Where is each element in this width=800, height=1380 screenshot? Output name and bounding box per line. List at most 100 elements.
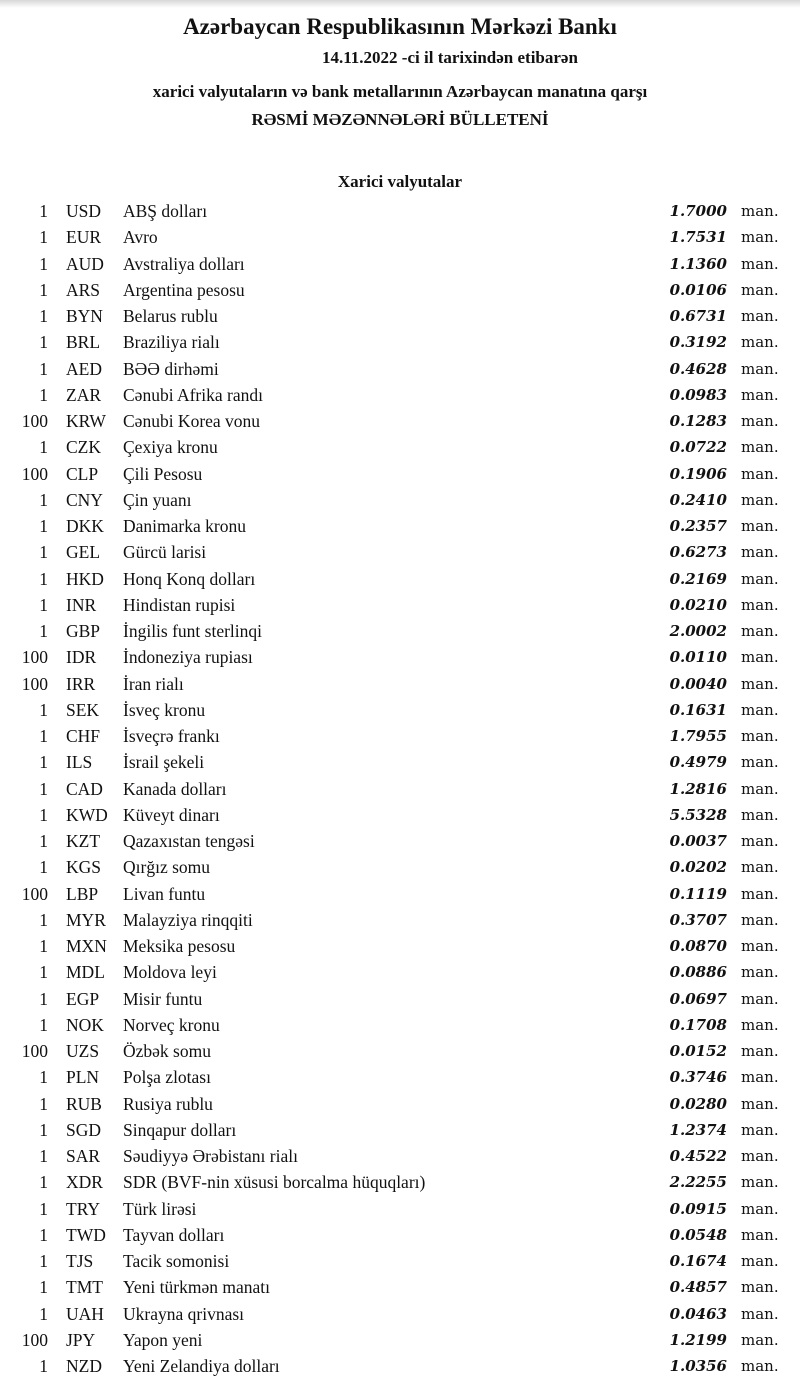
currency-name: İsveçrə frankı xyxy=(123,726,220,746)
currency-name: Çili Pesosu xyxy=(123,463,203,484)
currency-name: İngilis funt sterlinqi xyxy=(123,621,263,641)
unit-label: man. xyxy=(741,805,779,824)
unit-label: man. xyxy=(741,280,779,299)
currency-code: IDR xyxy=(66,647,97,668)
currency-name: Türk lirəsi xyxy=(123,1198,197,1219)
unit-label: man. xyxy=(741,910,779,929)
currency-name: Rusiya rublu xyxy=(123,1093,213,1114)
rate-row: 100 IRR İran rialı 0.0040 man. xyxy=(0,671,800,697)
rate-value: 0.0202 xyxy=(669,858,727,877)
rate-value: 1.2199 xyxy=(669,1330,727,1349)
rate-row: 1 KZT Qazaxıstan tengəsi 0.0037 man. xyxy=(0,828,800,854)
nominal: 1 xyxy=(39,1356,48,1376)
nominal: 1 xyxy=(39,699,48,720)
currency-name: İndoneziya rupiası xyxy=(123,647,253,668)
unit-label: man. xyxy=(741,1068,779,1087)
nominal: 1 xyxy=(39,909,48,930)
rate-row: 1 MYR Malayziya rinqqiti 0.3707 man. xyxy=(0,907,800,933)
currency-code: TMT xyxy=(66,1277,103,1298)
rate-value: 0.0697 xyxy=(669,989,727,1008)
currency-code: SGD xyxy=(66,1119,102,1140)
rate-value: 0.3192 xyxy=(669,333,727,352)
nominal: 1 xyxy=(39,936,48,956)
currency-name: Livan funtu xyxy=(123,883,206,904)
unit-label: man. xyxy=(741,438,779,457)
rate-row: 1 GEL Gürcü larisi 0.6273 man. xyxy=(0,539,800,565)
rate-row: 1 PLN Polşa zlotası 0.3746 man. xyxy=(0,1064,800,1090)
nominal: 1 xyxy=(39,1172,48,1193)
nominal: 1 xyxy=(39,831,48,851)
currency-name: Küveyt dinarı xyxy=(123,804,220,825)
nominal: 1 xyxy=(39,988,48,1009)
rate-value: 0.1119 xyxy=(669,884,727,903)
currency-name: İran rialı xyxy=(123,673,184,694)
rate-row: 1 TWD Tayvan dolları 0.0548 man. xyxy=(0,1222,800,1248)
currency-code: TRY xyxy=(66,1198,101,1219)
nominal: 100 xyxy=(21,1329,48,1350)
nominal: 1 xyxy=(39,1067,48,1088)
rate-row: 100 UZS Özbək somu 0.0152 man. xyxy=(0,1038,800,1064)
rate-row: 1 HKD Honq Konq dolları 0.2169 man. xyxy=(0,566,800,592)
nominal: 1 xyxy=(39,752,48,773)
unit-label: man. xyxy=(741,1278,779,1297)
rate-row: 1 CHF İsveçrə frankı 1.7955 man. xyxy=(0,723,800,749)
currency-code: GBP xyxy=(66,621,101,641)
rate-value: 0.6273 xyxy=(669,543,727,562)
currency-code: ARS xyxy=(66,279,101,300)
nominal: 100 xyxy=(21,883,48,904)
subtitle: xarici valyutaların və bank metallarının… xyxy=(152,82,648,101)
unit-label: man. xyxy=(741,1225,779,1244)
unit-label: man. xyxy=(741,884,779,903)
currency-name: Çin yuanı xyxy=(123,489,192,510)
rate-value: 1.7955 xyxy=(669,727,727,745)
rate-value: 0.0037 xyxy=(669,832,727,850)
nominal: 1 xyxy=(39,1198,48,1219)
nominal: 1 xyxy=(39,857,48,878)
nominal: 1 xyxy=(39,542,48,563)
currency-name: Hindistan rupisi xyxy=(123,594,236,615)
unit-label: man. xyxy=(741,622,779,640)
nominal: 100 xyxy=(21,673,48,694)
unit-label: man. xyxy=(741,595,779,614)
currency-code: IRR xyxy=(66,673,96,694)
unit-label: man. xyxy=(741,727,779,745)
rate-value: 0.2357 xyxy=(669,517,727,535)
currency-code: BYN xyxy=(66,306,103,326)
currency-name: Kanada dolları xyxy=(123,778,227,799)
currency-code: CLP xyxy=(66,463,99,484)
nominal: 1 xyxy=(39,1014,48,1035)
nominal: 100 xyxy=(21,463,48,484)
rate-row: 1 EGP Misir funtu 0.0697 man. xyxy=(0,986,800,1012)
rate-row: 1 UAH Ukrayna qrivnası 0.0463 man. xyxy=(0,1301,800,1327)
rate-value: 0.1283 xyxy=(669,412,727,430)
unit-label: man. xyxy=(741,464,779,483)
unit-label: man. xyxy=(741,674,779,693)
rate-row: 100 JPY Yapon yeni 1.2199 man. xyxy=(0,1327,800,1353)
nominal: 1 xyxy=(39,516,48,536)
currency-code: KRW xyxy=(66,411,106,431)
unit-label: man. xyxy=(741,412,779,430)
currency-name: Tayvan dolları xyxy=(123,1224,225,1245)
nominal: 100 xyxy=(21,647,48,668)
unit-label: man. xyxy=(741,937,779,955)
currency-code: SAR xyxy=(66,1146,101,1166)
unit-label: man. xyxy=(741,858,779,877)
currency-name: Özbək somu xyxy=(123,1041,211,1061)
currency-code: UZS xyxy=(66,1041,100,1061)
nominal: 1 xyxy=(39,1251,48,1271)
rate-row: 1 RUB Rusiya rublu 0.0280 man. xyxy=(0,1091,800,1117)
rate-row: 1 NOK Norveç kronu 0.1708 man. xyxy=(0,1012,800,1038)
unit-label: man. xyxy=(741,963,779,982)
nominal: 1 xyxy=(39,621,48,641)
unit-label: man. xyxy=(741,1199,779,1218)
currency-name: Səudiyyə Ərəbistanı rialı xyxy=(123,1146,298,1166)
rate-value: 0.1631 xyxy=(669,700,727,719)
currency-name: Yapon yeni xyxy=(123,1329,203,1350)
currency-code: CNY xyxy=(66,489,103,510)
unit-label: man. xyxy=(741,1357,779,1375)
rate-row: 1 AED BƏƏ dirhəmi 0.4628 man. xyxy=(0,356,800,382)
rate-row: 1 USD ABŞ dolları 1.7000 man. xyxy=(0,198,800,224)
rate-value: 1.1360 xyxy=(669,254,727,273)
unit-label: man. xyxy=(741,1094,779,1113)
nominal: 1 xyxy=(39,489,48,510)
